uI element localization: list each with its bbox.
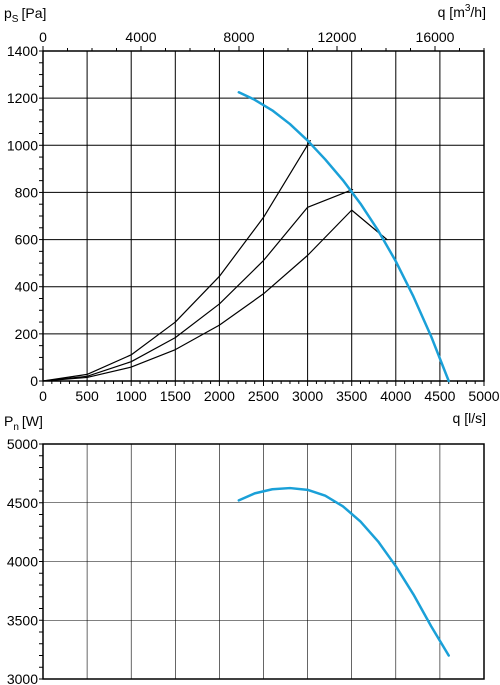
flow-top-axis-superscript: 3 [465, 3, 471, 14]
y-tick-label: 0 [30, 373, 38, 389]
top-tick-label: 12000 [318, 29, 357, 45]
flow-top-axis-prefix: q [m [438, 4, 465, 20]
x-tick-label: 3500 [336, 388, 367, 404]
pressure-chart: 0 200 400 600 800 1000 1200 1400 0 500 1000 1500 20… [4, 3, 500, 426]
pressure-axis-symbol: p [4, 5, 12, 21]
power-axis-label: Pn [W] [4, 413, 43, 433]
x-tick-label: 1000 [116, 388, 147, 404]
pressure-axis-label: pS [Pa] [4, 5, 46, 25]
power-curve-line [237, 486, 450, 657]
y-tick-label: 1200 [7, 90, 38, 106]
power-y-tick-labels: 3000 3500 4000 4500 5000 [7, 436, 38, 685]
x-tick-label: 4000 [380, 388, 411, 404]
top-tick-label: 0 [39, 29, 47, 45]
system-curve-line [42, 189, 354, 382]
flow-m3h-top-tick-labels: 0 4000 8000 12000 16000 [39, 29, 485, 51]
pressure-minor-ticks [39, 50, 485, 386]
y-tick-label: 4000 [7, 554, 38, 570]
y-tick-label: 200 [15, 326, 39, 342]
flow-axis-label: q [l/s] [453, 410, 486, 426]
flow-top-axis-suffix: /h] [470, 4, 486, 20]
power-series [237, 486, 450, 657]
top-tick-label: 8000 [223, 29, 254, 45]
x-tick-label: 5000 [468, 388, 499, 404]
y-tick-label: 1400 [7, 43, 38, 59]
x-tick-label: 2500 [248, 388, 279, 404]
pressure-axis-subscript: S [12, 14, 19, 25]
y-tick-label: 4500 [7, 495, 38, 511]
power-plot-frame [42, 443, 485, 680]
power-axis-subscript: n [13, 422, 19, 433]
flow-x-tick-labels: 0 500 1000 1500 2000 2500 3000 3500 4000 4500 5000 [39, 388, 500, 404]
pressure-series [42, 91, 450, 383]
flow-top-axis-label: q [m3/h] [438, 3, 486, 20]
y-tick-label: 400 [15, 279, 39, 295]
top-tick-label: 4000 [125, 29, 156, 45]
pressure-grid [43, 51, 484, 381]
y-tick-label: 600 [15, 232, 39, 248]
y-tick-label: 5000 [7, 436, 38, 452]
y-tick-label: 800 [15, 184, 39, 200]
y-tick-label: 1000 [7, 137, 38, 153]
x-tick-label: 2000 [204, 388, 235, 404]
x-tick-label: 4500 [424, 388, 455, 404]
system-curve-line [42, 139, 311, 382]
x-tick-label: 0 [39, 388, 47, 404]
system-curve-line [42, 209, 388, 382]
power-chart: 3000 3500 4000 4500 5000 Pn [W] [4, 413, 485, 685]
top-tick-label: 16000 [416, 29, 455, 45]
power-axis-symbol: P [4, 413, 13, 429]
pressure-axis-unit: [Pa] [21, 5, 46, 21]
x-tick-label: 3000 [292, 388, 323, 404]
x-tick-label: 1500 [160, 388, 191, 404]
power-grid [43, 444, 484, 679]
power-axis-unit: [W] [22, 413, 43, 429]
fan-curve-line [237, 91, 450, 383]
y-tick-label: 3000 [7, 671, 38, 685]
y-tick-label: 3500 [7, 612, 38, 628]
x-tick-label: 500 [75, 388, 99, 404]
pressure-y-tick-labels: 0 200 400 600 800 1000 1200 1400 [7, 43, 38, 389]
